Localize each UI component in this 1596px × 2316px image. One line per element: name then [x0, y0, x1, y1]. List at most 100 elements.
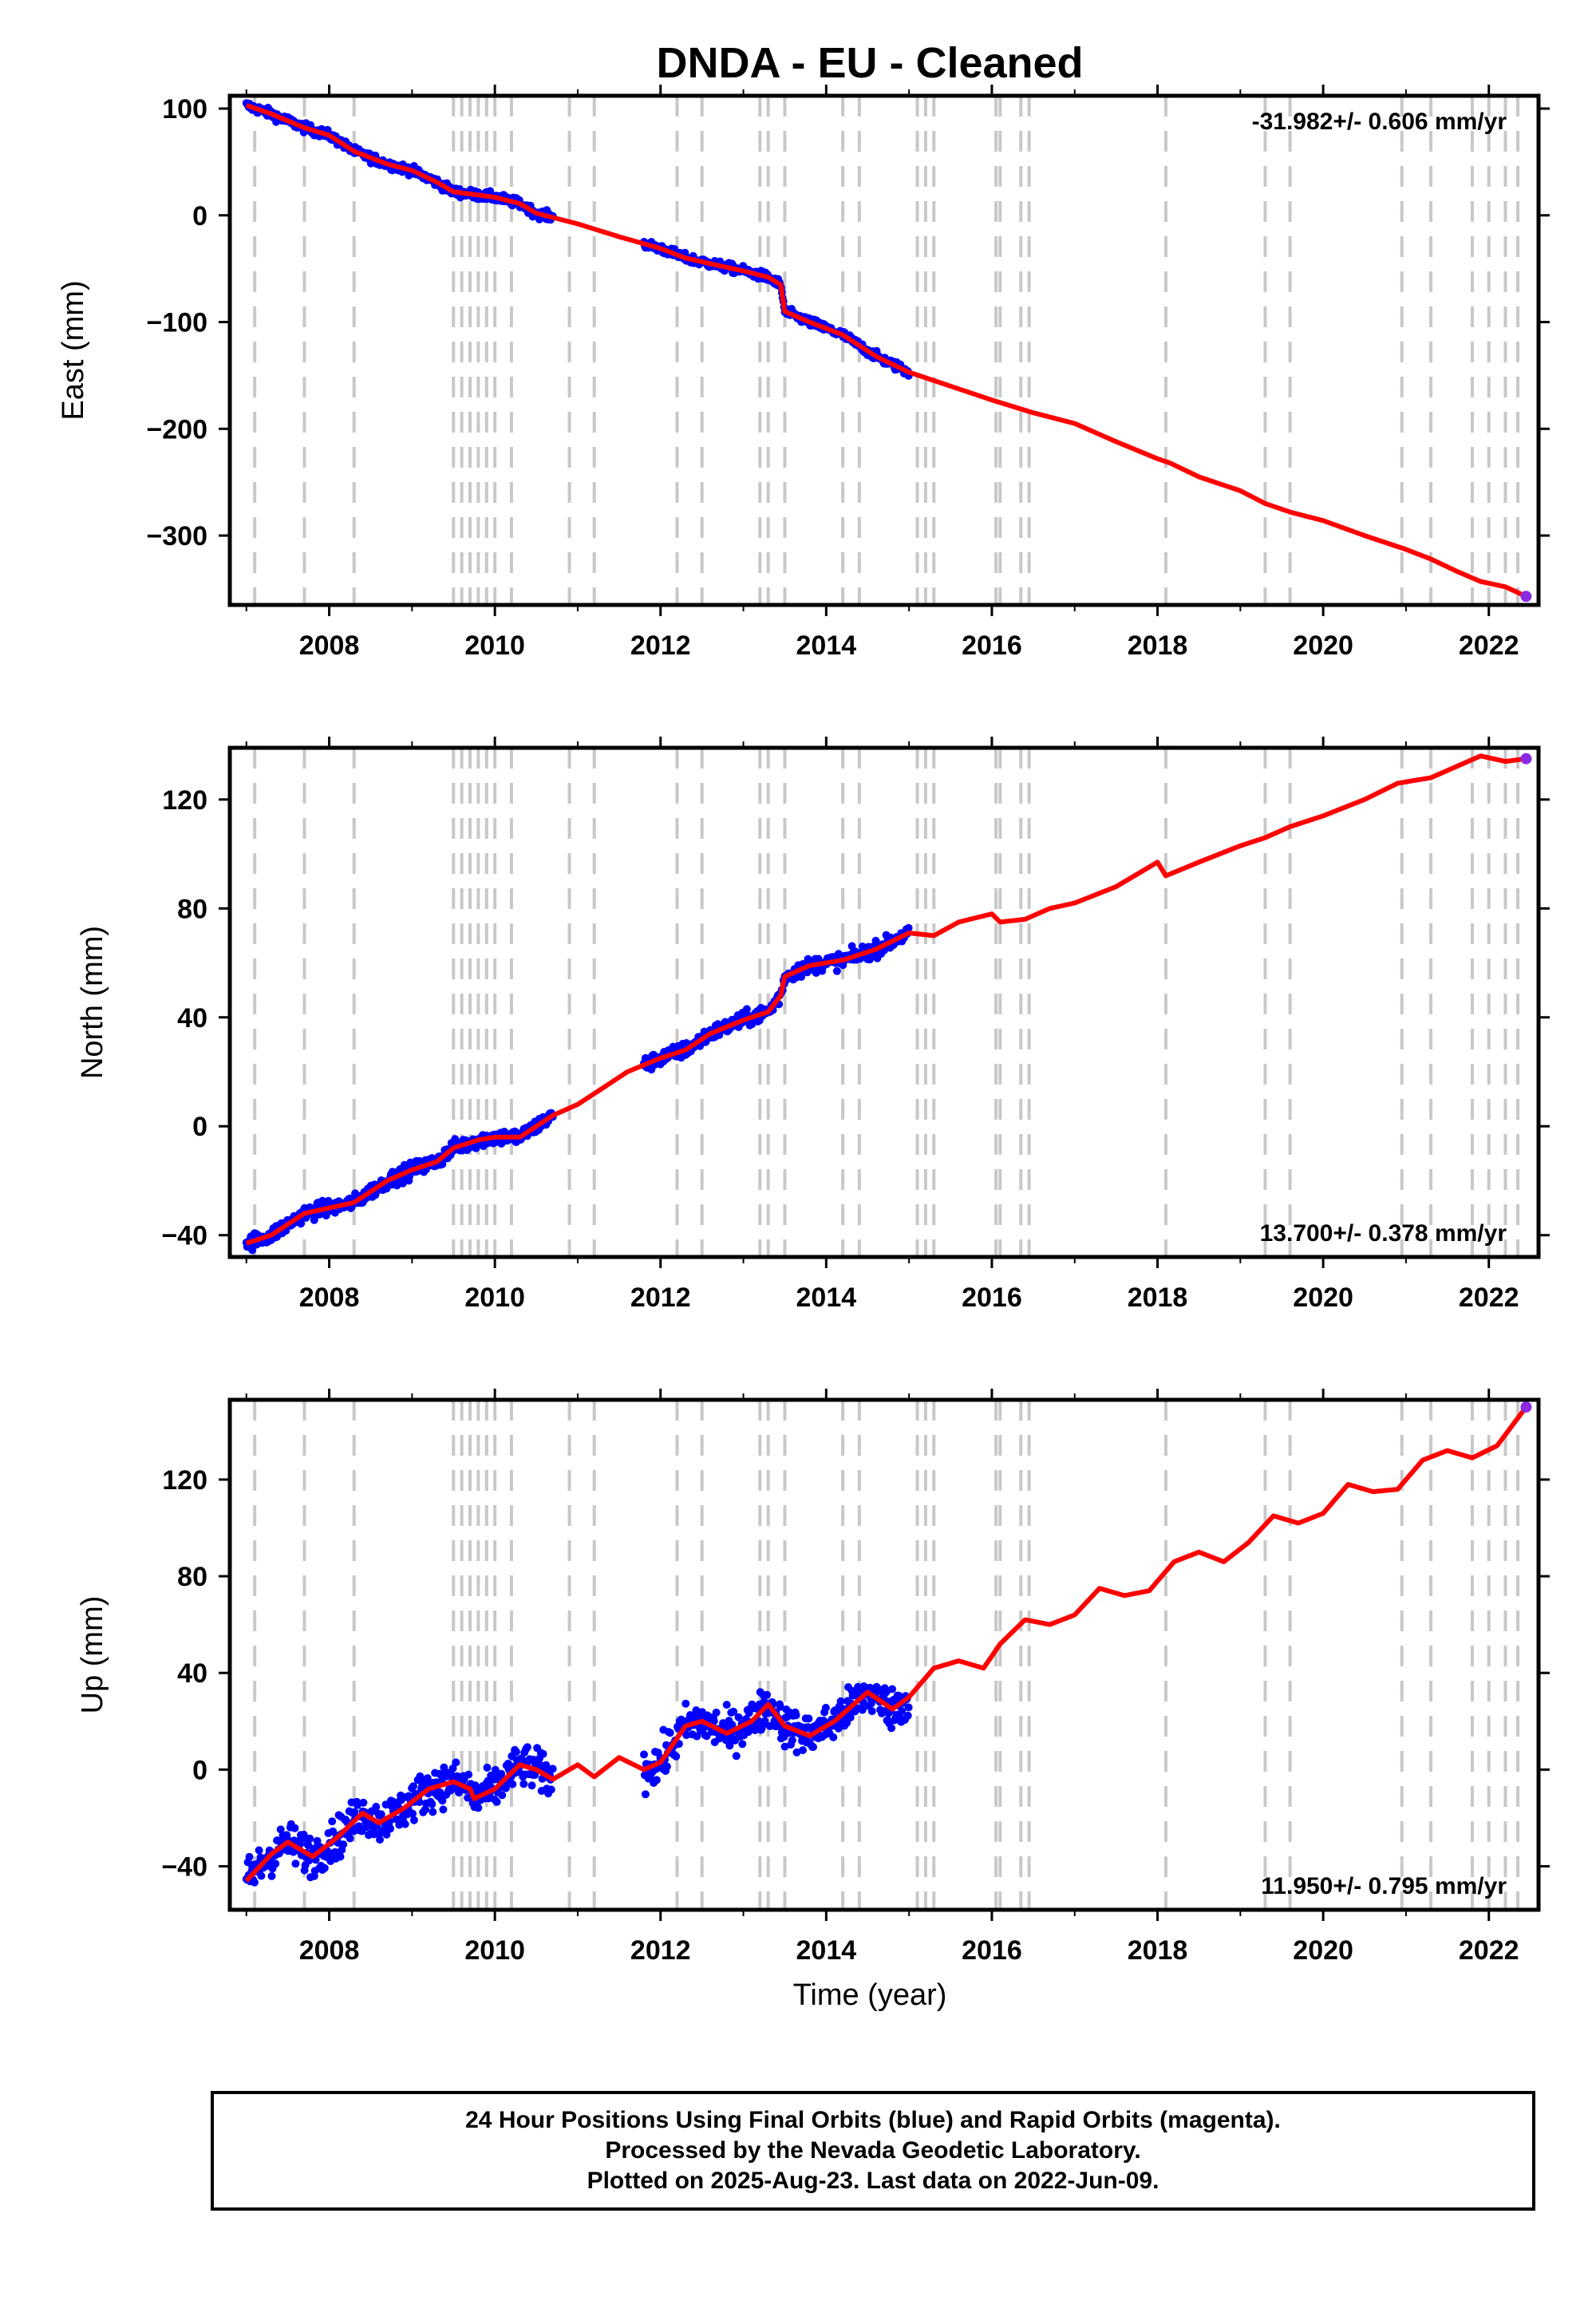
data-point [299, 1831, 308, 1839]
y-tick-label: 80 [177, 894, 207, 924]
data-point [329, 1827, 338, 1836]
up-panel: 2008 2010 2012 2014 2016 2018 2020 2022 −40 0 40 80… [76, 1389, 1550, 1966]
data-point [498, 1791, 507, 1800]
data-point [866, 955, 874, 964]
data-point [398, 1179, 407, 1188]
data-point [291, 1860, 300, 1868]
footer-line-processed: Processed by the Nevada Geodetic Laborat… [605, 2137, 1141, 2164]
x-tick-label: 2012 [630, 1282, 691, 1313]
data-point [439, 1805, 448, 1814]
x-tick-label: 2014 [796, 1935, 857, 1966]
x-tick-label: 2016 [962, 1282, 1022, 1313]
data-point [276, 1825, 285, 1834]
data-point [346, 1834, 354, 1843]
data-point [542, 1761, 551, 1769]
data-point [512, 1748, 520, 1757]
data-point [251, 1878, 259, 1887]
data-points [242, 1682, 913, 1887]
data-point [539, 1749, 547, 1758]
data-point [742, 1005, 751, 1014]
data-point [788, 1736, 796, 1745]
data-point [350, 1808, 359, 1816]
data-point [306, 1834, 314, 1843]
x-tick-label: 2010 [464, 1282, 525, 1313]
data-point [904, 923, 913, 932]
data-point [640, 1750, 648, 1759]
data-point [829, 1733, 838, 1741]
data-point [409, 1809, 417, 1818]
data-point [662, 1762, 671, 1771]
data-point [497, 1769, 506, 1778]
data-point [832, 966, 841, 975]
data-point [760, 1717, 769, 1725]
x-tick-label: 2020 [1293, 630, 1353, 661]
y-tick-label: 0 [192, 201, 207, 231]
chart-title: DNDA - EU - Cleaned [656, 39, 1083, 87]
data-point [328, 1817, 337, 1826]
data-point [428, 1800, 437, 1808]
x-tick-label: 2010 [464, 1935, 525, 1966]
y-tick-label: −100 [146, 308, 207, 338]
data-point [888, 1685, 897, 1694]
data-point [548, 1765, 557, 1773]
data-point [709, 1717, 718, 1725]
data-point [780, 1742, 789, 1751]
data-point [523, 1743, 531, 1752]
data-point [401, 1820, 409, 1828]
data-point [722, 1701, 731, 1709]
plot-area [242, 1400, 1532, 1910]
data-point [776, 1702, 784, 1711]
y-tick-label: 40 [177, 1003, 207, 1034]
data-point [421, 1805, 429, 1814]
data-point [682, 1731, 691, 1740]
x-tick-label: 2022 [1459, 630, 1519, 661]
data-point [681, 1699, 690, 1708]
data-point [423, 1774, 432, 1783]
data-point [809, 1743, 817, 1751]
y-tick-label: −40 [161, 1221, 207, 1251]
model-line [244, 1405, 1528, 1883]
x-tick-label: 2016 [962, 630, 1022, 661]
data-point [271, 1860, 280, 1868]
y-tick-label: 0 [192, 1112, 207, 1142]
rate-annotation: 13.700+/- 0.378 mm/yr [1260, 1220, 1507, 1247]
data-point [245, 1852, 254, 1861]
data-point [501, 1784, 510, 1792]
data-point [898, 1707, 907, 1715]
x-tick-label: 2012 [630, 630, 691, 661]
data-point [666, 1729, 674, 1737]
data-point [409, 1782, 417, 1791]
data-point [388, 1168, 397, 1176]
data-point [834, 1724, 843, 1733]
data-point [320, 1863, 329, 1872]
data-point [517, 1754, 526, 1763]
y-axis-label: North (mm) [76, 926, 109, 1079]
data-point [547, 1785, 555, 1794]
data-point [734, 1713, 743, 1721]
data-point [693, 1732, 701, 1741]
data-point [492, 1797, 501, 1806]
x-tick-label: 2008 [299, 1935, 360, 1966]
data-point [409, 1816, 418, 1824]
data-point [313, 1836, 322, 1845]
data-point [377, 1810, 385, 1819]
data-point [725, 1741, 734, 1750]
data-point [359, 1798, 368, 1807]
data-point [527, 1781, 536, 1790]
last-data-point [1520, 591, 1532, 603]
data-point [712, 1708, 721, 1717]
x-tick-label: 2008 [299, 630, 360, 661]
model-line [245, 753, 1527, 1246]
y-axis-label: Up (mm) [76, 1596, 109, 1714]
data-point [763, 1690, 772, 1699]
data-point [836, 1697, 845, 1705]
y-tick-label: 100 [162, 94, 207, 124]
data-point [728, 1721, 737, 1729]
data-point [792, 1711, 800, 1720]
plot-frame [227, 745, 1541, 1259]
x-tick-label: 2008 [299, 1282, 360, 1313]
x-tick-label: 2016 [962, 1935, 1022, 1966]
data-point [821, 1703, 830, 1712]
x-tick-label: 2018 [1128, 630, 1188, 661]
north-panel: 2008 2010 2012 2014 2016 2018 2020 2022 −40 0 40 80… [76, 737, 1550, 1313]
